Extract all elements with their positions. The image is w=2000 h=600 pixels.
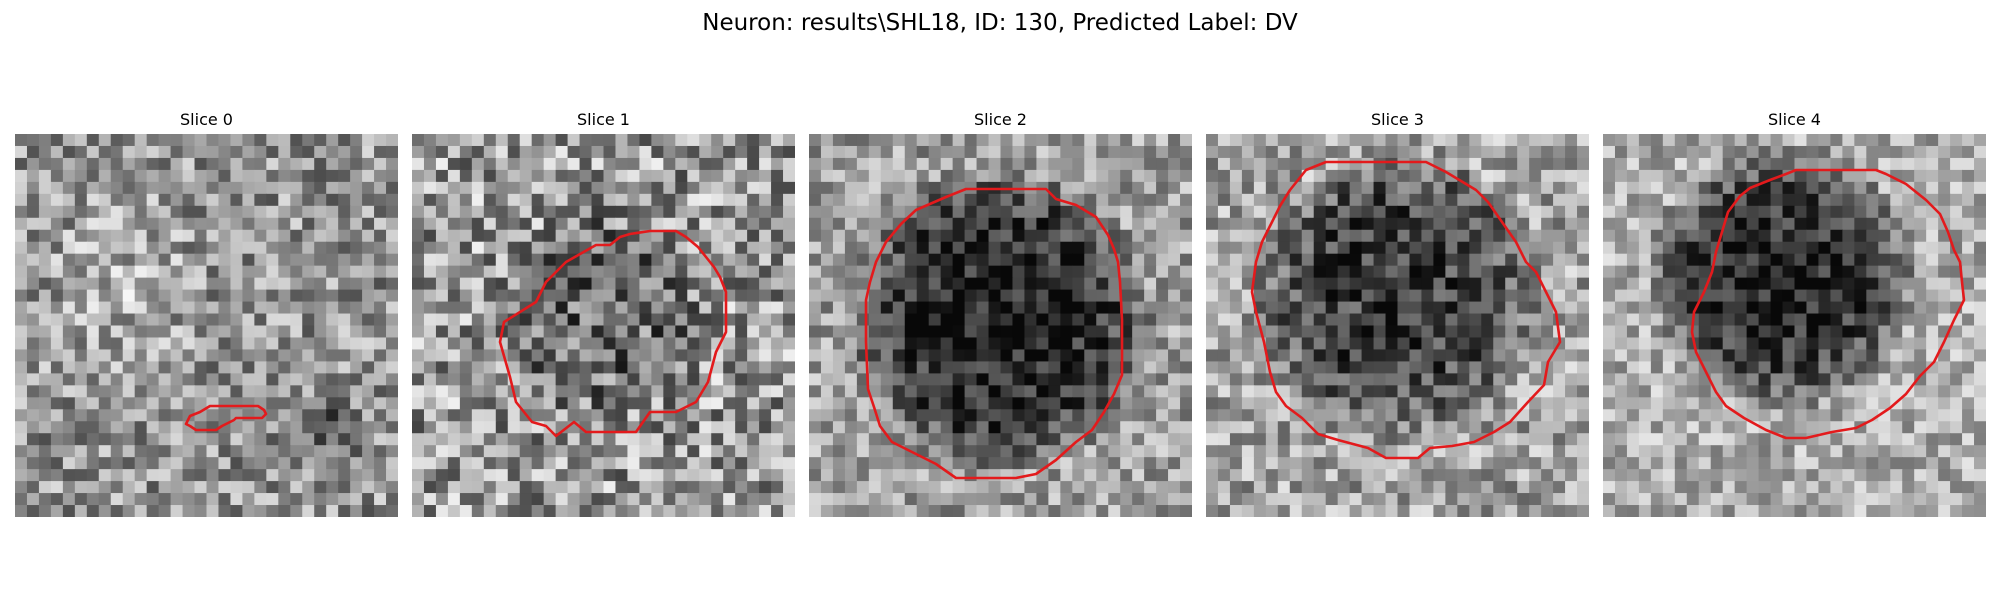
figure-title: Neuron: results\SHL18, ID: 130, Predicte… <box>0 8 2000 38</box>
slice-image-0 <box>15 134 398 517</box>
pixel-grid <box>1603 134 1986 517</box>
pixel-grid <box>15 134 398 517</box>
panel-title-slice-4: Slice 4 <box>1603 110 1986 130</box>
panel-title-slice-2: Slice 2 <box>809 110 1192 130</box>
pixel-grid <box>412 134 795 517</box>
slice-image-4 <box>1603 134 1986 517</box>
panel-title-slice-1: Slice 1 <box>412 110 795 130</box>
panel-title-slice-3: Slice 3 <box>1206 110 1589 130</box>
pixel-grid <box>1206 134 1589 517</box>
panel-title-slice-0: Slice 0 <box>15 110 398 130</box>
slice-image-1 <box>412 134 795 517</box>
slice-image-3 <box>1206 134 1589 517</box>
slice-image-2 <box>809 134 1192 517</box>
